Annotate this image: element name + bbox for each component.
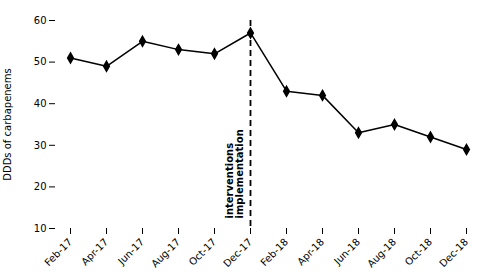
svg-text:DDDs of carbapenems: DDDs of carbapenems	[2, 68, 13, 180]
svg-text:10: 10	[34, 223, 47, 234]
svg-text:Aug-18: Aug-18	[365, 236, 398, 269]
svg-text:interventionsimplementation: interventionsimplementation	[224, 129, 245, 218]
svg-text:Jun-18: Jun-18	[331, 236, 362, 267]
svg-text:Feb-17: Feb-17	[42, 236, 74, 268]
svg-text:Dec-18: Dec-18	[437, 236, 470, 269]
svg-text:Oct-18: Oct-18	[403, 236, 435, 268]
svg-text:Aug-17: Aug-17	[149, 236, 182, 269]
svg-text:60: 60	[34, 15, 47, 26]
svg-text:Apr-18: Apr-18	[295, 236, 326, 267]
svg-text:Apr-17: Apr-17	[79, 236, 110, 267]
svg-text:Oct-17: Oct-17	[187, 236, 219, 268]
svg-text:30: 30	[34, 140, 47, 151]
svg-text:Dec-17: Dec-17	[221, 236, 254, 269]
svg-text:20: 20	[34, 181, 47, 192]
svg-text:50: 50	[34, 56, 47, 67]
svg-text:Jun-17: Jun-17	[115, 236, 146, 267]
svg-text:Feb-18: Feb-18	[258, 236, 290, 268]
svg-text:40: 40	[34, 98, 47, 109]
